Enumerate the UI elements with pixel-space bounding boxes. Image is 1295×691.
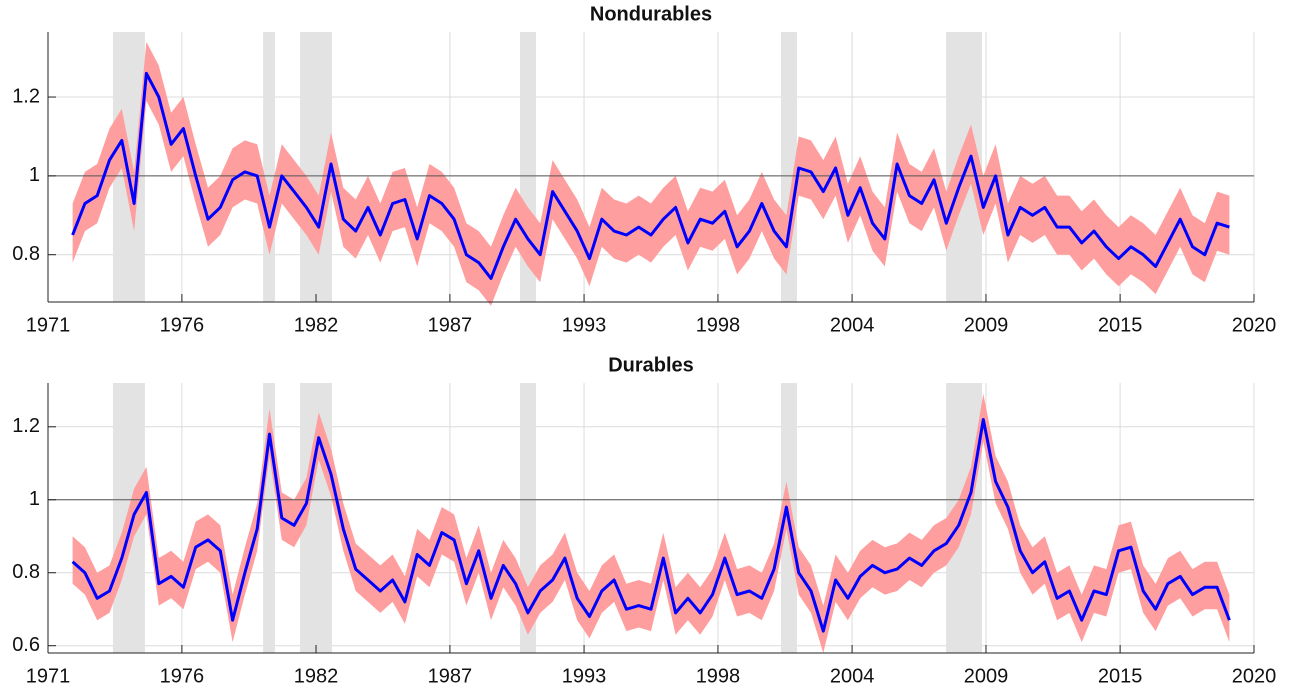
data-line: [71, 418, 1231, 633]
confidence-band: [72, 41, 1230, 306]
x-tick-label: 2015: [1098, 665, 1143, 687]
x-tick-label: 2004: [830, 314, 875, 336]
shaded-period: [263, 32, 275, 302]
x-tick-label: 1987: [428, 665, 473, 687]
x-tick-label: 2020: [1232, 665, 1277, 687]
x-tick-label: 2009: [964, 665, 1009, 687]
y-tick-label: 0.6: [12, 634, 40, 656]
data-line: [71, 71, 1230, 280]
y-tick-label: 0.8: [12, 243, 40, 265]
x-tick-label: 1971: [26, 665, 71, 687]
x-tick-label: 1982: [294, 665, 339, 687]
x-tick-label: 2020: [1232, 314, 1277, 336]
x-tick-label: 1993: [562, 314, 607, 336]
chart-title: Durables: [608, 354, 694, 376]
subplot: Durables 0.6 0.8 1 1.2 1971 1976 1982 1987 1993 19…: [12, 354, 1276, 687]
plot-area: [48, 32, 1254, 306]
x-tick-label: 1987: [428, 314, 473, 336]
plot-area: [48, 383, 1254, 653]
x-tick-label: 1971: [26, 314, 71, 336]
y-tick-label: 1.2: [12, 415, 40, 437]
y-tick-label: 1.2: [12, 85, 40, 107]
x-tick-label: 1998: [696, 314, 741, 336]
x-tick-label: 2015: [1098, 314, 1143, 336]
subplot: Nondurables 0.8 1 1.2 1971 1976 1982 1987 1993 19…: [12, 3, 1276, 336]
x-tick-label: 2004: [830, 665, 875, 687]
x-tick-label: 1998: [696, 665, 741, 687]
y-tick-label: 0.8: [12, 561, 40, 583]
chart-title: Nondurables: [590, 3, 712, 25]
x-tick-label: 1982: [294, 314, 339, 336]
x-tick-label: 1976: [160, 314, 205, 336]
confidence-band: [72, 393, 1230, 653]
x-tick-label: 1976: [160, 665, 205, 687]
y-tick-label: 1: [29, 488, 40, 510]
y-tick-label: 1: [29, 164, 40, 186]
x-tick-label: 2009: [964, 314, 1009, 336]
shaded-period: [263, 383, 275, 653]
x-tick-label: 1993: [562, 665, 607, 687]
